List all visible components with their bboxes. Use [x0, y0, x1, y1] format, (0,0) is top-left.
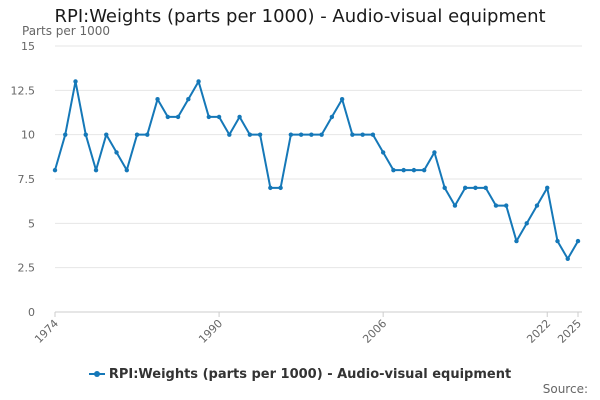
gridlines	[55, 45, 582, 313]
data-point[interactable]	[473, 185, 478, 191]
data-point[interactable]	[493, 203, 499, 208]
data-point[interactable]	[52, 167, 58, 173]
source-label: Source:	[542, 382, 588, 396]
data-point[interactable]	[104, 132, 109, 137]
data-point[interactable]	[401, 167, 406, 173]
data-point[interactable]	[93, 167, 99, 173]
data-point[interactable]	[483, 185, 488, 191]
data-point[interactable]	[155, 97, 160, 102]
data-point[interactable]	[206, 114, 212, 120]
data-point[interactable]	[298, 132, 304, 137]
data-point[interactable]	[565, 256, 570, 261]
data-point[interactable]	[462, 185, 468, 191]
data-point[interactable]	[114, 150, 119, 155]
data-point[interactable]	[319, 132, 324, 137]
data-point[interactable]	[524, 221, 529, 226]
data-point[interactable]	[186, 97, 191, 102]
data-point[interactable]	[421, 167, 427, 173]
x-tick-label: 2022	[524, 317, 553, 346]
data-point[interactable]	[329, 114, 335, 120]
chart-title: RPI:Weights (parts per 1000) - Audio-vis…	[54, 6, 546, 27]
data-point[interactable]	[63, 132, 68, 137]
y-tick-label: 0	[28, 306, 35, 319]
legend-marker	[88, 371, 105, 377]
data-point[interactable]	[545, 185, 550, 191]
data-point[interactable]	[134, 132, 140, 137]
series-layer	[52, 79, 581, 261]
x-tick-label: 2006	[360, 317, 389, 346]
data-point[interactable]	[257, 132, 263, 137]
y-tick-label: 15	[21, 40, 35, 53]
data-point[interactable]	[165, 114, 171, 120]
y-tick-label: 7.5	[18, 173, 36, 186]
data-point[interactable]	[432, 150, 437, 155]
y-tick-label: 12.5	[11, 84, 36, 97]
data-point[interactable]	[145, 132, 150, 137]
data-point[interactable]	[575, 238, 581, 244]
y-tick-labels: 0 2.5 5 7.5 10 12.5 15	[11, 40, 36, 319]
data-point[interactable]	[83, 132, 88, 137]
x-tick-label: 1990	[196, 317, 225, 346]
data-point[interactable]	[247, 132, 253, 137]
data-point[interactable]	[380, 150, 386, 155]
data-point[interactable]	[555, 238, 560, 244]
legend-label: RPI:Weights (parts per 1000) - Audio-vis…	[108, 366, 512, 382]
y-tick-label: 10	[21, 129, 35, 142]
y-axis-label: Parts per 1000	[22, 24, 111, 38]
data-point[interactable]	[309, 132, 314, 137]
legend[interactable]: RPI:Weights (parts per 1000) - Audio-vis…	[0, 364, 600, 382]
data-point[interactable]	[452, 203, 458, 208]
series-line	[54, 80, 579, 260]
data-point[interactable]	[339, 97, 345, 102]
data-point[interactable]	[124, 167, 129, 173]
x-tick-label: 1974	[32, 317, 61, 346]
data-point[interactable]	[411, 167, 417, 173]
y-tick-label: 2.5	[18, 262, 36, 275]
data-point[interactable]	[504, 203, 509, 208]
data-point[interactable]	[391, 167, 396, 173]
x-tick-label: 2025	[555, 317, 584, 346]
data-point[interactable]	[175, 114, 181, 120]
data-point[interactable]	[73, 79, 78, 84]
data-point[interactable]	[288, 132, 294, 137]
data-point[interactable]	[370, 132, 376, 137]
data-point[interactable]	[278, 185, 283, 191]
data-point[interactable]	[514, 238, 519, 244]
data-point[interactable]	[442, 185, 447, 191]
data-point[interactable]	[360, 132, 365, 137]
data-point[interactable]	[227, 132, 232, 137]
data-point[interactable]	[534, 203, 540, 208]
data-point[interactable]	[268, 185, 273, 191]
data-point[interactable]	[350, 132, 355, 137]
data-point[interactable]	[216, 114, 222, 120]
axes	[54, 311, 582, 317]
y-tick-label: 5	[28, 217, 35, 230]
x-tick-labels: 1974 1990 2006 2022 2025	[32, 317, 584, 346]
data-point[interactable]	[237, 114, 242, 120]
data-point[interactable]	[196, 79, 201, 84]
